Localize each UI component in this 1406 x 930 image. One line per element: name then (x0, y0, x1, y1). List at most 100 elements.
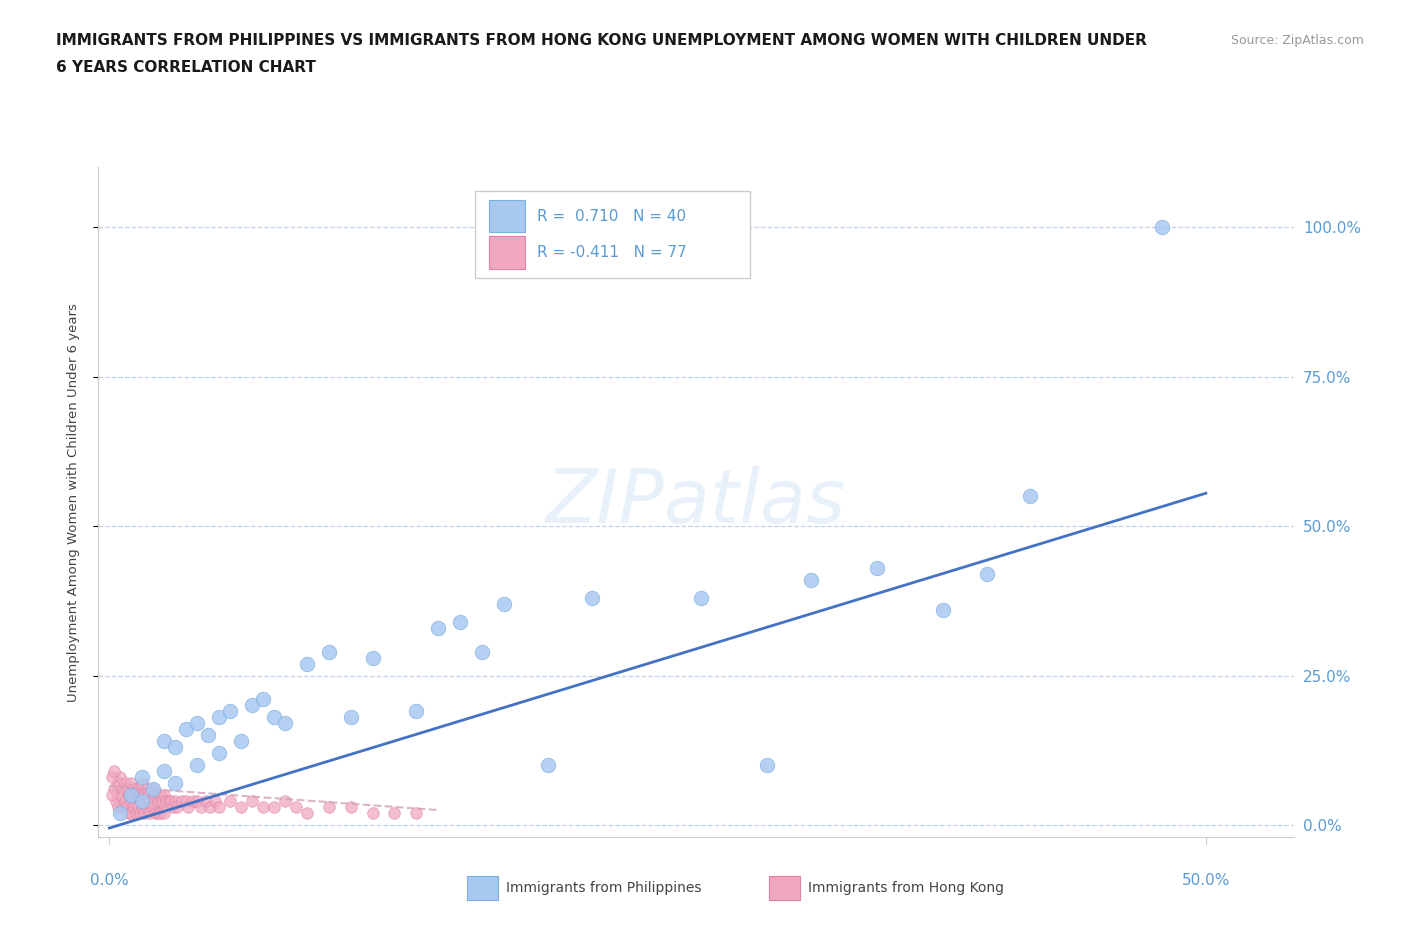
Text: R = -0.411   N = 77: R = -0.411 N = 77 (537, 245, 686, 260)
Point (103, 782, 125, 797)
Point (170, 793, 193, 808)
Point (581, 591, 603, 605)
Point (115, 782, 138, 797)
Point (295, 657, 318, 671)
Point (405, 704, 427, 719)
Point (107, 776, 129, 790)
Point (149, 788, 172, 803)
Point (208, 710, 231, 724)
Point (100, 788, 122, 803)
Point (756, 758, 779, 773)
Point (186, 716, 208, 731)
Text: Source: ZipAtlas.com: Source: ZipAtlas.com (1230, 34, 1364, 47)
Point (142, 782, 165, 797)
Point (208, 800, 231, 815)
Point (165, 793, 187, 808)
Point (138, 788, 160, 803)
Text: 6 YEARS CORRELATION CHART: 6 YEARS CORRELATION CHART (56, 60, 316, 75)
Point (131, 770, 153, 785)
Point (134, 788, 156, 803)
Point (162, 800, 184, 815)
Point (181, 793, 204, 808)
Point (142, 800, 165, 815)
Point (155, 793, 177, 808)
Point (157, 793, 180, 808)
Point (125, 805, 148, 820)
Text: IMMIGRANTS FROM PHILIPPINES VS IMMIGRANTS FROM HONG KONG UNEMPLOYMENT AMONG WOME: IMMIGRANTS FROM PHILIPPINES VS IMMIGRANT… (56, 33, 1147, 47)
Point (153, 788, 176, 803)
Point (107, 800, 129, 815)
Text: ZIPatlas: ZIPatlas (546, 466, 846, 538)
Point (690, 591, 713, 605)
Point (284, 800, 307, 815)
Point (177, 800, 200, 815)
FancyBboxPatch shape (489, 200, 524, 232)
Point (118, 788, 141, 803)
Point (110, 770, 132, 785)
Point (145, 788, 167, 803)
Point (866, 561, 889, 576)
Point (219, 793, 242, 808)
Point (190, 800, 212, 815)
Point (122, 800, 145, 815)
Text: 0.0%: 0.0% (90, 873, 129, 888)
Point (405, 805, 427, 820)
Point (295, 805, 318, 820)
Point (122, 782, 145, 797)
Point (318, 644, 340, 659)
Point (127, 782, 149, 797)
Point (138, 805, 160, 820)
Point (197, 728, 219, 743)
Point (146, 805, 169, 820)
Point (361, 805, 384, 820)
Point (111, 782, 134, 797)
Point (131, 800, 153, 815)
Point (127, 800, 149, 815)
Point (240, 793, 263, 808)
Point (471, 644, 494, 659)
Point (384, 805, 406, 820)
Point (131, 793, 153, 808)
Point (120, 776, 142, 790)
Point (194, 793, 217, 808)
Point (229, 800, 252, 815)
Point (186, 758, 208, 773)
Point (800, 573, 823, 588)
Text: 50.0%: 50.0% (1181, 873, 1230, 888)
Point (125, 788, 148, 803)
Point (149, 805, 172, 820)
Point (976, 566, 998, 581)
Point (159, 793, 181, 808)
Point (115, 800, 138, 815)
Point (204, 793, 226, 808)
Point (229, 734, 252, 749)
Point (165, 740, 187, 755)
FancyBboxPatch shape (475, 191, 749, 278)
Point (252, 800, 274, 815)
Point (118, 805, 141, 820)
Point (110, 805, 132, 820)
Point (153, 805, 176, 820)
Point (931, 603, 953, 618)
Text: R =  0.710   N = 40: R = 0.710 N = 40 (537, 208, 686, 224)
Text: Immigrants from Philippines: Immigrants from Philippines (506, 881, 702, 896)
Point (120, 805, 142, 820)
Point (361, 650, 384, 665)
Text: Immigrants from Hong Kong: Immigrants from Hong Kong (808, 881, 1004, 896)
Point (120, 788, 142, 803)
Point (219, 704, 242, 719)
Point (339, 800, 361, 815)
Point (494, 596, 516, 611)
Point (120, 793, 142, 808)
Point (537, 758, 560, 773)
Point (200, 800, 222, 815)
Point (174, 722, 197, 737)
Point (274, 716, 297, 731)
Point (208, 746, 231, 761)
Point (142, 782, 165, 797)
Point (427, 620, 450, 635)
Point (100, 770, 122, 785)
Point (129, 788, 152, 803)
Y-axis label: Unemployment Among Women with Children Under 6 years: Unemployment Among Women with Children U… (67, 303, 80, 701)
Point (174, 793, 197, 808)
